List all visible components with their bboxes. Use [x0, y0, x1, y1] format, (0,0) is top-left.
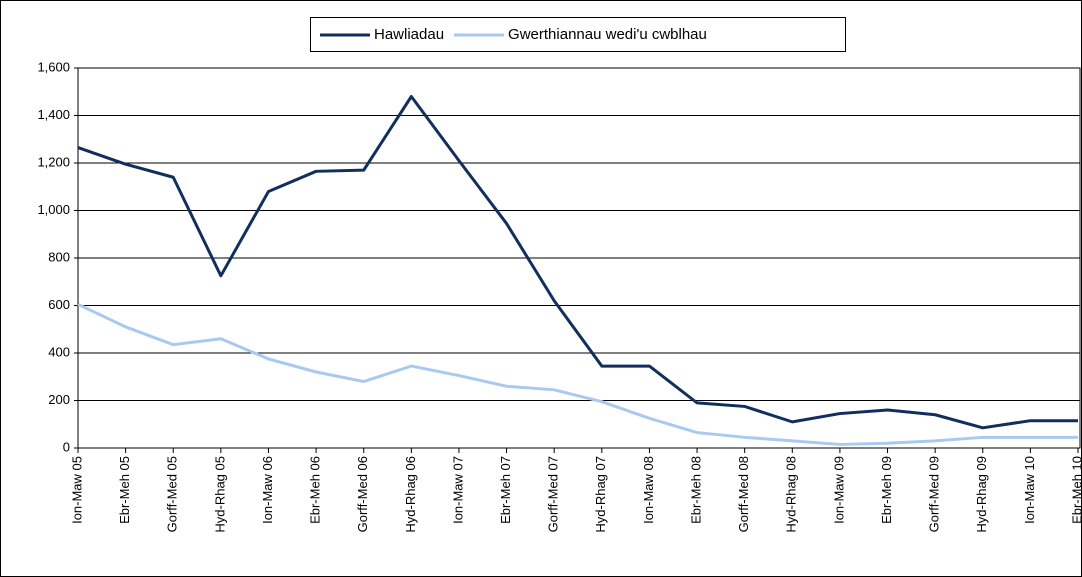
x-tick-label: Ion-Maw 09 — [831, 456, 846, 524]
x-tick-label: Ebr-Meh 05 — [117, 456, 132, 524]
x-tick-label: Ion-Maw 06 — [260, 456, 275, 524]
legend — [310, 17, 846, 52]
x-tick-label: Ebr-Meh 10 — [1069, 456, 1082, 524]
x-tick-label: Ebr-Meh 06 — [308, 456, 323, 524]
y-tick-label: 1,200 — [37, 154, 70, 169]
x-tick-label: Ion-Maw 10 — [1022, 456, 1037, 524]
x-tick-label: Hyd-Rhag 08 — [784, 456, 799, 533]
y-tick-label: 800 — [48, 249, 70, 264]
y-tick-label: 0 — [63, 439, 70, 454]
x-tick-label: Ebr-Meh 09 — [879, 456, 894, 524]
y-tick-label: 1,600 — [37, 59, 70, 74]
x-tick-label: Hyd-Rhag 05 — [212, 456, 227, 533]
y-tick-label: 1,400 — [37, 107, 70, 122]
x-tick-label: Gorff-Med 08 — [736, 456, 751, 532]
x-tick-label: Ion-Maw 08 — [641, 456, 656, 524]
y-tick-label: 400 — [48, 344, 70, 359]
legend-label: Gwerthiannau wedi'u cwblhau — [508, 26, 707, 43]
legend-label: Hawliadau — [374, 26, 444, 43]
y-tick-label: 200 — [48, 392, 70, 407]
x-tick-label: Ebr-Meh 07 — [498, 456, 513, 524]
x-tick-label: Gorff-Med 05 — [165, 456, 180, 532]
x-tick-label: Gorff-Med 07 — [546, 456, 561, 532]
data-line — [77, 95, 1078, 430]
data-line — [77, 302, 1078, 446]
y-tick-label: 600 — [48, 297, 70, 312]
x-tick-label: Hyd-Rhag 06 — [403, 456, 418, 533]
x-tick-label: Ion-Maw 07 — [450, 456, 465, 524]
x-tick-label: Gorff-Med 06 — [355, 456, 370, 532]
x-tick-label: Hyd-Rhag 07 — [593, 456, 608, 533]
x-tick-label: Ion-Maw 05 — [69, 456, 84, 524]
x-tick-label: Gorff-Med 09 — [927, 456, 942, 532]
y-tick-label: 1,000 — [37, 202, 70, 217]
x-tick-label: Hyd-Rhag 09 — [974, 456, 989, 533]
x-tick-label: Ebr-Meh 08 — [688, 456, 703, 524]
